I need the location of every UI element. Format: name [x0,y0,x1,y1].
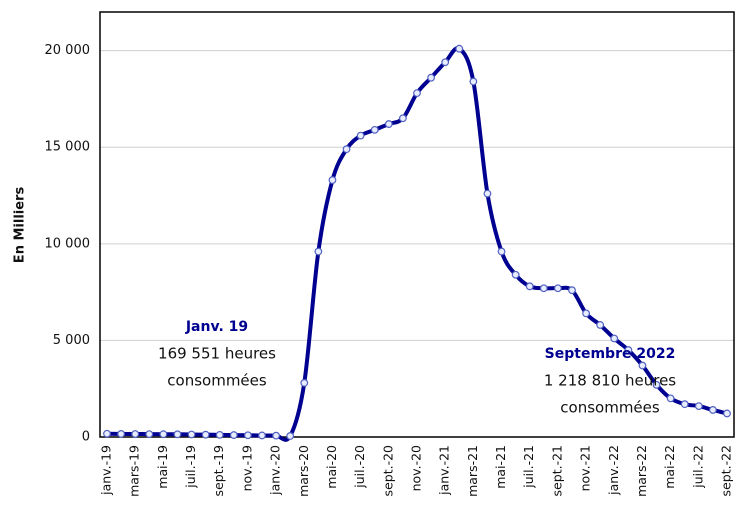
point [131,430,140,438]
x-tick-label: janv.-19 [99,445,114,496]
point [666,394,675,403]
x-tick-label: juil.-22 [690,445,705,489]
point [469,77,478,86]
x-tick-label: sept.-21 [549,445,564,496]
y-tick-label: 15 000 [45,140,91,155]
y-tick-label: 5 000 [53,333,90,348]
x-tick-label: mai-20 [324,445,339,489]
y-tick-label: 10 000 [45,236,91,251]
point [399,114,407,123]
point [709,406,717,414]
x-tick-label: janv.-22 [606,445,621,496]
x-tick-label: sept.-22 [719,445,734,496]
point [187,430,196,439]
point [314,247,323,256]
annotation-title: Septembre 2022 [545,346,676,362]
x-tick-label: juil.-21 [521,445,536,489]
point [539,284,548,293]
point [342,145,351,154]
point [525,282,534,291]
point [286,432,295,440]
point [624,346,633,354]
annotation-text: 169 551 heures [158,345,276,363]
x-tick-label: sept.-19 [211,445,226,496]
x-tick-label: nov.-21 [578,445,593,491]
x-tick-label: juil.-20 [352,445,367,489]
point [201,430,210,439]
point [215,430,224,439]
point [173,430,182,439]
point [680,400,689,409]
point [413,89,421,98]
x-tick-label: sept.-20 [380,445,395,496]
x-tick-label: janv.-20 [268,445,283,496]
point [117,430,125,438]
y-axis-label: En Milliers [13,187,28,264]
point [441,58,450,67]
point [229,431,238,439]
point [328,176,337,184]
point [103,429,111,438]
point [638,361,647,370]
x-tick-label: nov.-20 [409,445,424,491]
x-tick-label: mai-21 [493,445,508,489]
point [244,431,252,440]
point [596,321,605,329]
point [145,430,154,439]
point [159,430,168,439]
point [568,286,576,295]
x-tick-label: mars-22 [634,445,649,497]
point [384,120,393,128]
x-tick-label: mars-19 [127,445,142,497]
point [455,44,464,53]
point [356,131,365,140]
point [511,270,520,279]
point [652,380,661,389]
point [554,284,562,293]
point [610,334,619,343]
point [370,125,379,134]
annotation-text: consommées [167,372,267,390]
point [694,402,703,410]
annotation-text: 1 218 810 heures [544,372,676,390]
point [723,409,731,418]
x-tick-label: juil.-19 [183,445,198,489]
x-tick-label: mars-20 [296,445,311,497]
point [497,247,506,256]
x-tick-label: nov.-19 [239,445,254,491]
x-tick-label: mai-19 [155,445,170,489]
x-tick-label: mai-22 [662,445,677,489]
x-tick-label: janv.-21 [437,445,452,496]
point [300,379,309,387]
point [272,431,280,440]
y-tick-label: 20 000 [45,43,91,58]
point [427,73,435,82]
point [483,189,492,198]
plot-frame [99,11,735,438]
y-tick-label: 0 [82,430,90,445]
annotation-title: Janv. 19 [185,319,248,335]
x-tick-label: mars-21 [465,445,480,497]
annotation-text: consommées [560,399,660,417]
point [258,431,266,440]
point [582,309,590,318]
